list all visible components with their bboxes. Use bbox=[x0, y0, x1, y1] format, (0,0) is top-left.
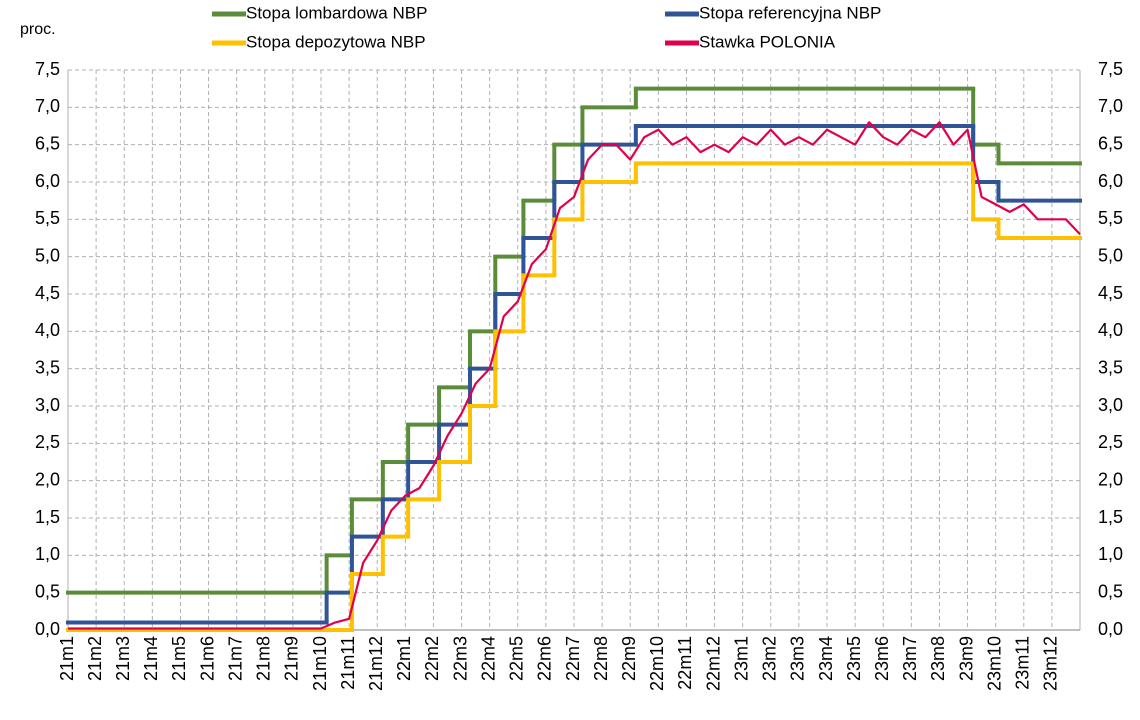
x-tick-label: 22m9 bbox=[619, 636, 639, 681]
y2-tick-label: 7,0 bbox=[1098, 96, 1123, 116]
y2-tick-label: 7,5 bbox=[1098, 59, 1123, 79]
y-tick-label: 4,5 bbox=[35, 283, 60, 303]
x-tick-label: 22m5 bbox=[507, 636, 527, 681]
y2-tick-label: 1,0 bbox=[1098, 544, 1123, 564]
x-tick-label: 21m9 bbox=[282, 636, 302, 681]
y2-tick-label: 5,0 bbox=[1098, 245, 1123, 265]
x-tick-label: 21m12 bbox=[366, 636, 386, 691]
x-tick-label: 23m7 bbox=[900, 636, 920, 681]
x-tick-label: 22m2 bbox=[422, 636, 442, 681]
y-tick-label: 1,0 bbox=[35, 544, 60, 564]
y-tick-label: 4,0 bbox=[35, 320, 60, 340]
y2-tick-label: 0,0 bbox=[1098, 619, 1123, 639]
y2-tick-label: 0,5 bbox=[1098, 581, 1123, 601]
x-tick-label: 21m10 bbox=[310, 636, 330, 691]
x-tick-label: 23m8 bbox=[928, 636, 948, 681]
y-tick-label: 7,0 bbox=[35, 96, 60, 116]
x-tick-label: 23m2 bbox=[760, 636, 780, 681]
x-tick-label: 23m11 bbox=[1013, 636, 1033, 690]
y2-tick-label: 3,5 bbox=[1098, 357, 1123, 377]
y2-tick-label: 2,0 bbox=[1098, 469, 1123, 489]
y-tick-label: 2,5 bbox=[35, 432, 60, 452]
x-tick-label: 23m6 bbox=[872, 636, 892, 681]
x-tick-label: 23m9 bbox=[956, 636, 976, 681]
x-tick-label: 21m3 bbox=[113, 636, 133, 681]
x-tick-label: 23m12 bbox=[1041, 636, 1061, 691]
y-tick-label: 0,5 bbox=[35, 581, 60, 601]
y2-tick-label: 6,5 bbox=[1098, 133, 1123, 153]
y2-tick-label: 6,0 bbox=[1098, 171, 1123, 191]
x-tick-label: 21m4 bbox=[141, 636, 161, 681]
y-tick-label: 7,5 bbox=[35, 59, 60, 79]
y-tick-label: 6,5 bbox=[35, 133, 60, 153]
x-tick-label: 23m4 bbox=[816, 636, 836, 681]
x-tick-label: 21m11 bbox=[338, 636, 358, 690]
x-tick-label: 23m5 bbox=[844, 636, 864, 681]
legend-label: Stawka POLONIA bbox=[699, 32, 836, 51]
x-tick-label: 22m1 bbox=[394, 636, 414, 681]
legend-label: Stopa depozytowa NBP bbox=[246, 32, 426, 51]
y-tick-label: 3,0 bbox=[35, 395, 60, 415]
x-tick-label: 23m10 bbox=[984, 636, 1004, 691]
series-line bbox=[68, 121, 1081, 630]
y-tick-label: 0,0 bbox=[35, 619, 60, 639]
y-axis-label: proc. bbox=[20, 21, 56, 38]
y-tick-label: 2,0 bbox=[35, 469, 60, 489]
legend-label: Stopa referencyjna NBP bbox=[699, 3, 881, 22]
x-tick-label: 22m7 bbox=[563, 636, 583, 681]
x-tick-label: 21m5 bbox=[169, 636, 189, 681]
y2-tick-label: 4,5 bbox=[1098, 283, 1123, 303]
x-tick-label: 22m3 bbox=[450, 636, 470, 681]
y2-tick-label: 3,0 bbox=[1098, 395, 1123, 415]
x-tick-label: 21m7 bbox=[225, 636, 245, 681]
x-tick-label: 21m6 bbox=[197, 636, 217, 681]
legend-label: Stopa lombardowa NBP bbox=[246, 3, 427, 22]
y-tick-label: 6,0 bbox=[35, 171, 60, 191]
y-tick-label: 5,5 bbox=[35, 208, 60, 228]
x-tick-label: 23m3 bbox=[788, 636, 808, 681]
x-tick-label: 23m1 bbox=[731, 636, 751, 681]
x-tick-label: 22m4 bbox=[478, 636, 498, 681]
x-tick-label: 22m10 bbox=[647, 636, 667, 691]
y2-tick-label: 5,5 bbox=[1098, 208, 1123, 228]
x-tick-label: 21m2 bbox=[85, 636, 105, 681]
x-tick-label: 22m11 bbox=[675, 636, 695, 690]
x-tick-label: 21m1 bbox=[57, 636, 77, 681]
y-tick-label: 3,5 bbox=[35, 357, 60, 377]
y2-tick-label: 1,5 bbox=[1098, 507, 1123, 527]
y-tick-label: 1,5 bbox=[35, 507, 60, 527]
x-tick-label: 22m8 bbox=[591, 636, 611, 681]
y2-tick-label: 2,5 bbox=[1098, 432, 1123, 452]
y-tick-label: 5,0 bbox=[35, 245, 60, 265]
x-tick-label: 21m8 bbox=[254, 636, 274, 681]
y2-tick-label: 4,0 bbox=[1098, 320, 1123, 340]
x-tick-label: 22m12 bbox=[703, 636, 723, 691]
x-tick-label: 22m6 bbox=[535, 636, 555, 681]
